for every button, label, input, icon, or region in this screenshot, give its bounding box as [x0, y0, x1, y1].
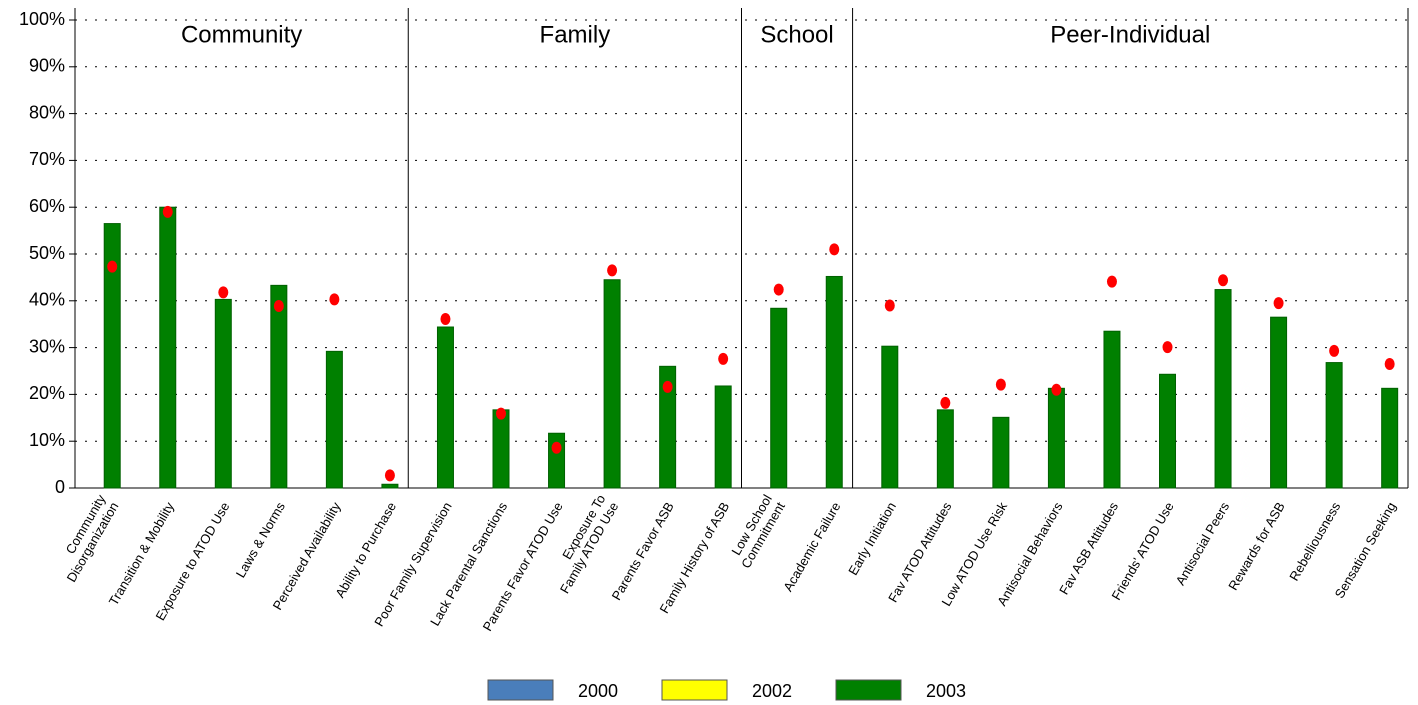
bar	[492, 409, 510, 489]
group-label: School	[760, 21, 833, 48]
point	[1273, 297, 1284, 310]
point	[1384, 357, 1395, 370]
point	[1162, 341, 1173, 354]
group-label: Community	[181, 21, 302, 48]
bar	[825, 275, 843, 489]
bar	[714, 385, 732, 489]
bar	[1047, 387, 1065, 489]
point	[1329, 344, 1340, 357]
point	[107, 260, 118, 273]
point	[329, 293, 340, 306]
bar	[770, 307, 788, 489]
point	[162, 205, 173, 218]
x-tick-label: Low SchoolCommitment	[725, 492, 788, 571]
x-tick-label: Ability to Purchase	[333, 500, 400, 601]
legend-swatch	[835, 679, 902, 701]
y-tick-label: 90%	[29, 56, 65, 76]
x-tick-label: Fav ASB Attitudes	[1057, 499, 1122, 597]
bar	[1270, 316, 1288, 489]
point	[884, 299, 895, 312]
legend-swatch	[487, 679, 554, 701]
y-tick-label: 50%	[29, 243, 65, 263]
point	[607, 264, 618, 277]
y-tick-label: 100%	[19, 9, 65, 29]
bar	[214, 298, 232, 489]
x-tick-label: Academic Failure	[781, 500, 844, 594]
bar	[992, 416, 1010, 489]
point	[829, 243, 840, 256]
point	[1051, 383, 1062, 396]
bar	[381, 483, 399, 489]
bar	[159, 206, 177, 489]
y-tick-label: 0	[55, 477, 65, 497]
x-tick-label: Laws & Norms	[233, 499, 288, 580]
y-tick-label: 40%	[29, 290, 65, 310]
bar	[659, 365, 677, 489]
point	[718, 352, 729, 365]
x-tick-label: Rewards for ASB	[1226, 500, 1288, 593]
bar	[1325, 362, 1343, 489]
bar	[1103, 330, 1121, 489]
x-tick-label: CommunityDisorganization	[51, 492, 122, 585]
point	[218, 286, 229, 299]
group-label: Peer-Individual	[1050, 21, 1210, 48]
bar	[548, 432, 566, 489]
bar	[881, 345, 899, 489]
bar	[270, 284, 288, 489]
x-tick-label: Early Initiation	[846, 500, 900, 578]
legend-swatch	[661, 679, 728, 701]
point	[662, 380, 673, 393]
x-tick-label: Friends' ATOD Use	[1109, 500, 1177, 603]
point	[273, 299, 284, 312]
bar	[603, 279, 621, 489]
point	[940, 396, 951, 409]
point	[551, 441, 562, 454]
point	[1218, 274, 1229, 287]
point	[773, 283, 784, 296]
y-tick-label: 80%	[29, 102, 65, 122]
legend-label: 2002	[752, 681, 792, 701]
bar	[936, 409, 954, 489]
point	[1106, 275, 1117, 288]
point	[440, 313, 451, 326]
bar	[436, 326, 454, 489]
x-tick-label: Sensation Seeking	[1332, 500, 1399, 601]
x-tick-label: Antisocial Peers	[1173, 499, 1233, 588]
y-tick-label: 10%	[29, 430, 65, 450]
point	[995, 378, 1006, 391]
x-tick-label: Parents Favor ASB	[609, 500, 677, 603]
legend-label: 2000	[578, 681, 618, 701]
x-tick-label: Rebelliousness	[1287, 499, 1344, 583]
bar	[1381, 387, 1399, 489]
bar	[103, 223, 121, 489]
bar	[325, 350, 343, 489]
y-tick-label: 60%	[29, 196, 65, 216]
point	[496, 407, 507, 420]
group-label: Family	[540, 21, 611, 48]
y-tick-label: 30%	[29, 336, 65, 356]
bar	[1159, 373, 1177, 489]
y-tick-label: 20%	[29, 383, 65, 403]
legend-label: 2003	[926, 681, 966, 701]
y-tick-label: 70%	[29, 149, 65, 169]
point	[384, 469, 395, 482]
bar	[1214, 289, 1232, 489]
